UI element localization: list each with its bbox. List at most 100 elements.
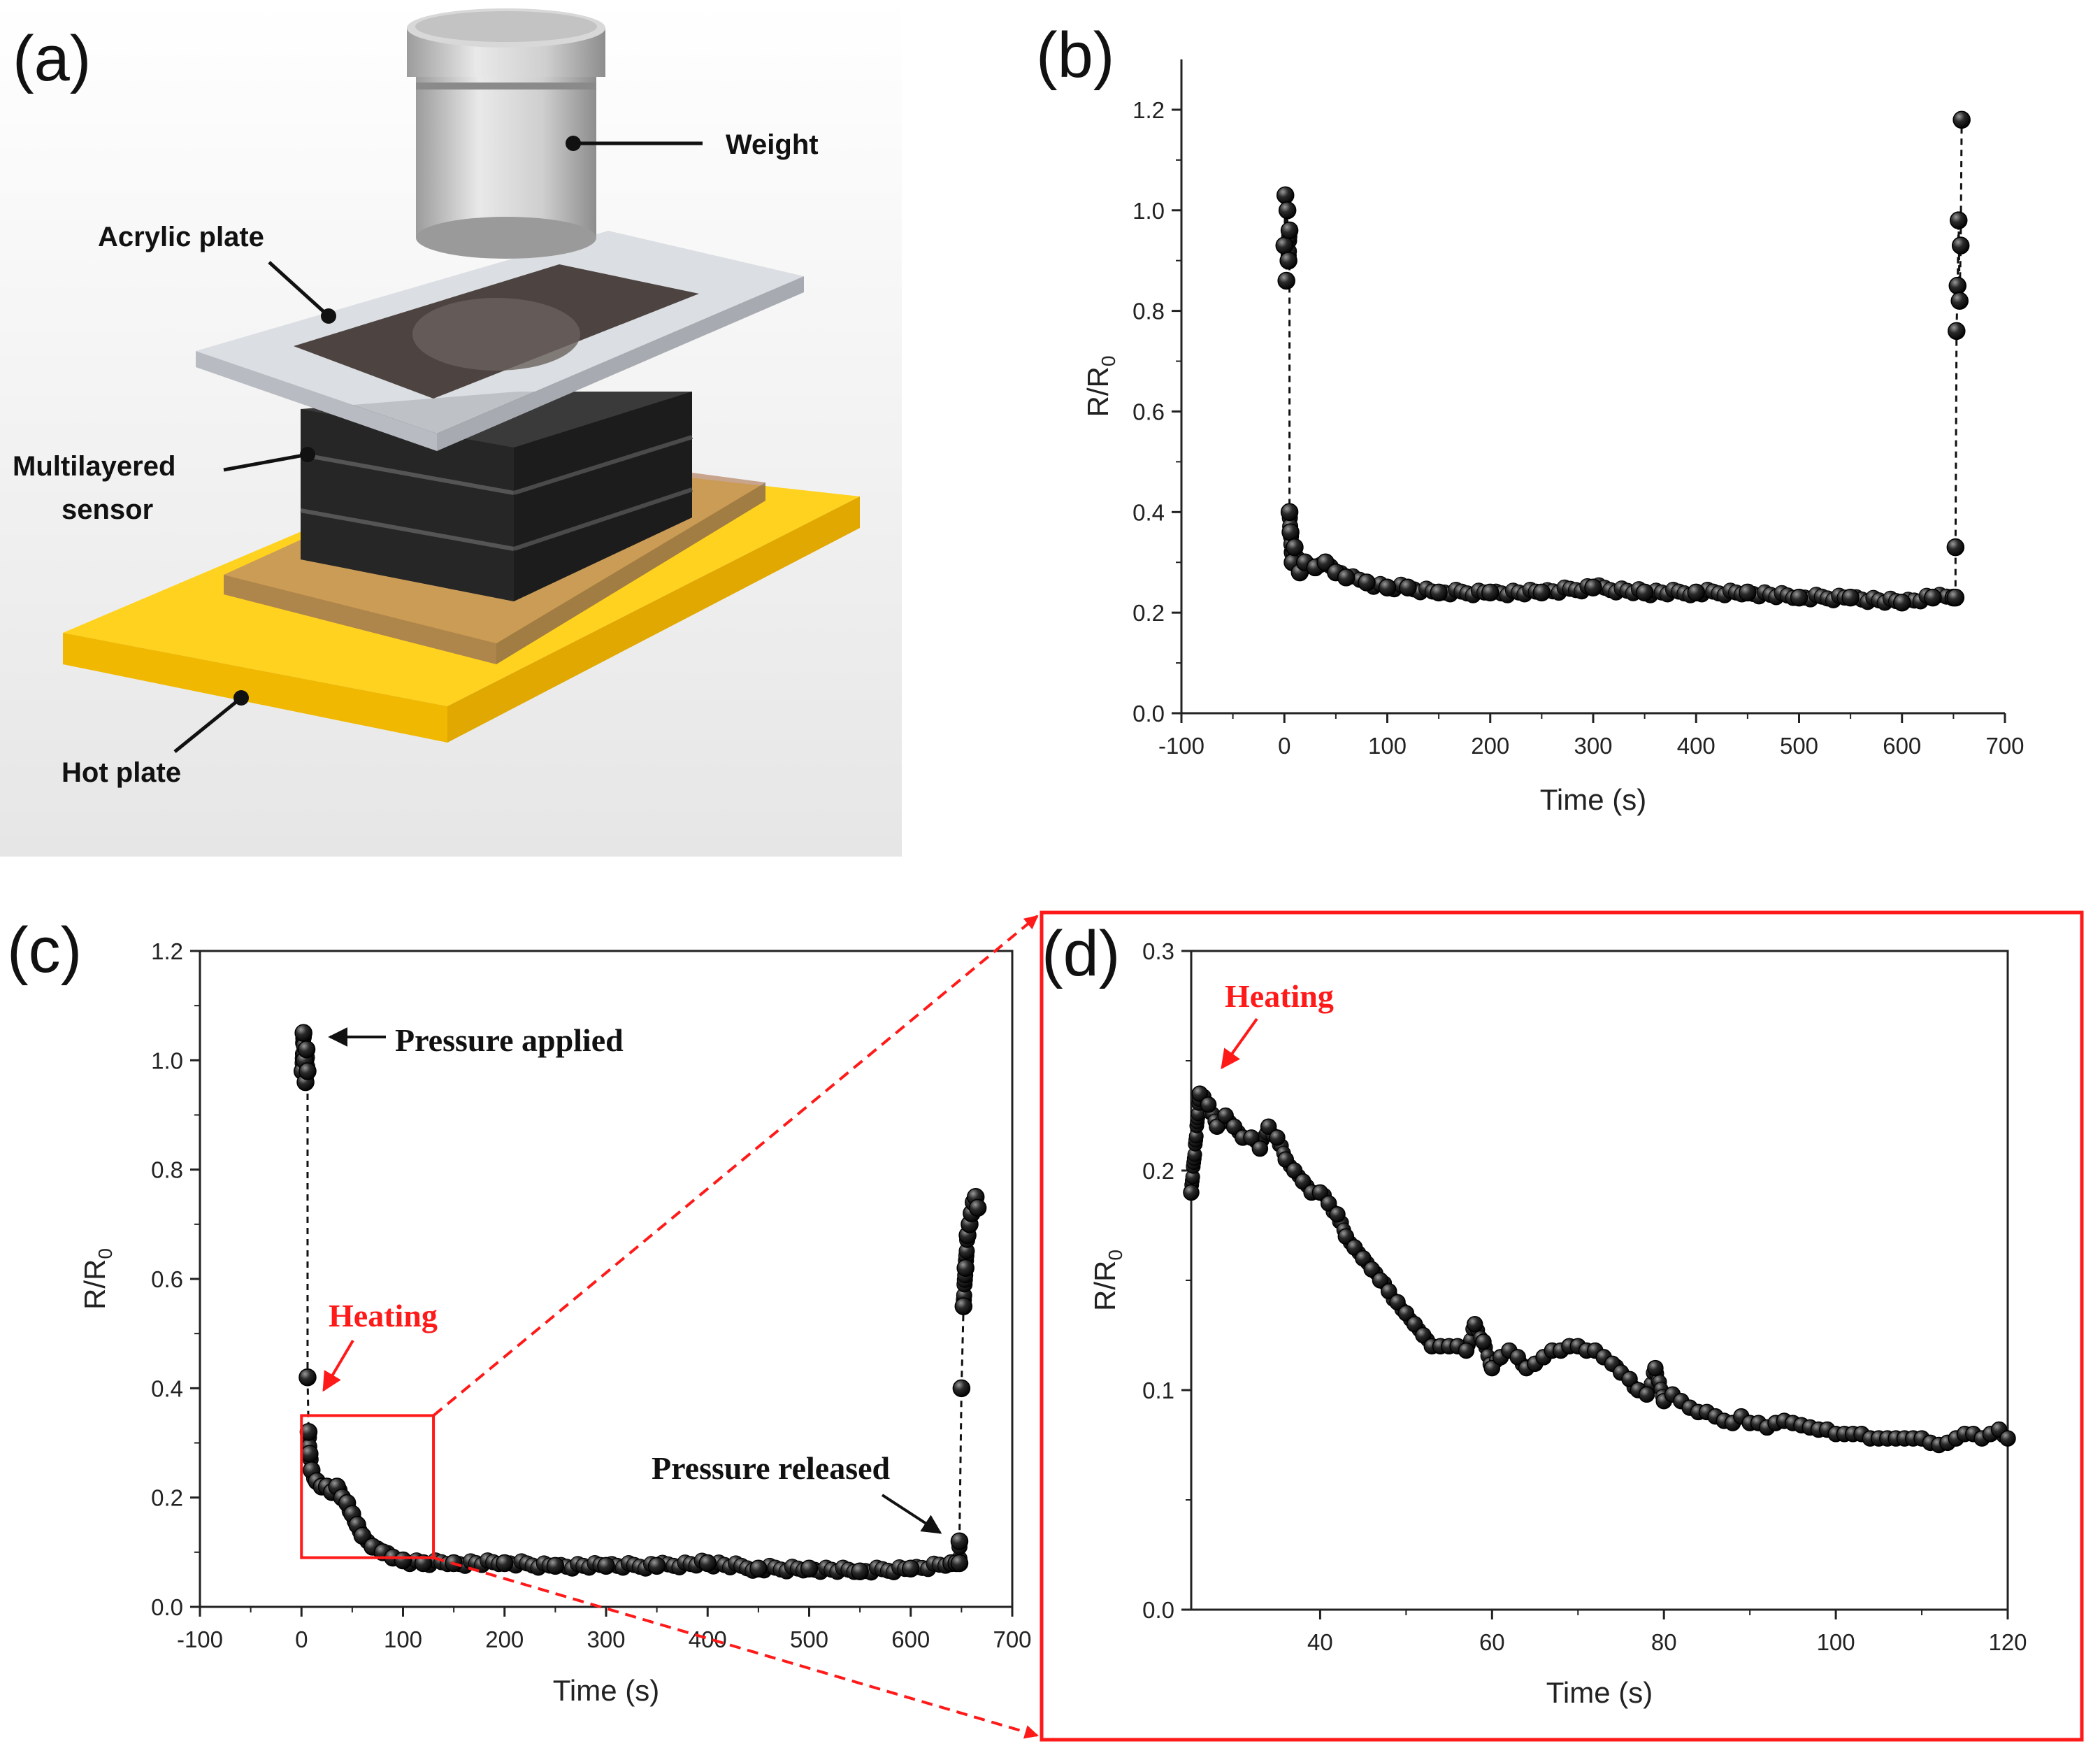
data-point [1320, 1195, 1337, 1212]
y-tick-label: 0.0 [1142, 1597, 1174, 1623]
x-tick-label: 300 [587, 1626, 625, 1652]
axes-d: 40 60 80 100 120 0.0 0.1 0.2 0.3 [1142, 938, 2027, 1655]
y-tick-label: 1.0 [1132, 198, 1165, 224]
data-point [1687, 583, 1705, 602]
x-tick-label: 200 [485, 1626, 524, 1652]
jump-connector [1959, 120, 1963, 246]
y-tick-label: 0.6 [1132, 399, 1165, 424]
zoom-connector-bottom [433, 1556, 1039, 1739]
jump-connector [1958, 245, 1962, 301]
data-point [1948, 276, 1967, 295]
chart-c: -100 0 100 200 300 400 500 600 700 0.0 0.2 0.4 0.6 0.… [78, 938, 1032, 1707]
data-point [1280, 221, 1299, 240]
data-point [1295, 1173, 1311, 1190]
y-tick-label: 0.4 [1132, 499, 1165, 525]
hot-plate-label: Hot plate [62, 757, 181, 788]
pressure-released-label: Pressure released [652, 1450, 891, 1486]
y-tick-label: 1.0 [151, 1047, 183, 1073]
data-point [597, 1557, 615, 1575]
heating-label-c: Heating [329, 1298, 438, 1333]
data-point [1277, 1151, 1294, 1168]
x-tick-label: 0 [295, 1626, 308, 1652]
jump-connector [958, 1388, 963, 1542]
data-point [1635, 583, 1654, 602]
data-point [1483, 1359, 1501, 1377]
plot-frame [1190, 950, 2009, 1611]
data-point [1841, 588, 1860, 607]
data-point [1225, 1118, 1243, 1135]
data-point [1952, 110, 1971, 129]
acrylic-plate-label: Acrylic plate [98, 222, 264, 252]
data-point [1281, 523, 1300, 541]
data-point [1286, 538, 1304, 557]
data-point [1260, 1118, 1277, 1135]
heating-label-d: Heating [1225, 978, 1334, 1014]
x-tick-label: -100 [1158, 733, 1204, 759]
data-point [1739, 583, 1757, 602]
data-point [546, 1557, 565, 1575]
data-point [1399, 578, 1417, 596]
y-tick-label: 0.0 [1132, 701, 1165, 727]
zoom-connectors [432, 915, 1039, 1739]
sensor-label-line1: Multilayered [13, 451, 175, 482]
data-point [902, 1559, 920, 1578]
data-point [749, 1559, 768, 1578]
data-point [1280, 503, 1299, 522]
axes-c: -100 0 100 200 300 400 500 600 700 0.0 0.2 0.4 0.6 0.… [151, 938, 1031, 1652]
weight [407, 8, 605, 259]
data-point [1311, 1184, 1329, 1201]
panel-b-letter: (b) [1036, 20, 1114, 91]
x-tick-label: 600 [1883, 733, 1921, 759]
x-tick-label: 60 [1479, 1629, 1505, 1655]
data-point [1946, 538, 1965, 557]
data-point [1355, 1250, 1372, 1267]
y-tick-label: 0.3 [1142, 938, 1174, 964]
data-point [1481, 583, 1500, 602]
zoom-frame [1040, 910, 2084, 1742]
data-point [1363, 1261, 1380, 1278]
y-tick-label: 1.2 [1132, 97, 1165, 123]
zoom-region-box [300, 1414, 436, 1559]
data-point [1200, 1096, 1217, 1113]
data-point [1621, 1371, 1638, 1388]
data-point [1278, 201, 1297, 220]
y-tick-label: 0.0 [151, 1594, 183, 1620]
data-point [1638, 1386, 1655, 1403]
data-point [1243, 1129, 1260, 1146]
data-point [294, 1024, 312, 1042]
data-point [1183, 1184, 1200, 1201]
data-point [1951, 236, 1970, 255]
data-point [1275, 236, 1293, 255]
y-tick-label: 0.8 [151, 1157, 183, 1183]
x-tick-label: 300 [1574, 733, 1612, 759]
data-point [1532, 583, 1551, 602]
acrylic-plate [196, 231, 804, 451]
data-point [1948, 322, 1966, 341]
data-point [1337, 1228, 1355, 1245]
y-tick-label: 0.2 [1132, 600, 1165, 626]
data-point [299, 1368, 317, 1387]
data-point [800, 1559, 819, 1578]
schematic-callouts [173, 136, 703, 753]
y-tick-label: 0.6 [151, 1266, 183, 1292]
panel-d-letter: (d) [1042, 918, 1120, 989]
x-axis-label: Time (s) [1540, 783, 1646, 816]
data-point [1466, 1316, 1483, 1333]
data-point [950, 1554, 969, 1573]
x-tick-label: 40 [1307, 1629, 1333, 1655]
y-tick-label: 1.2 [151, 938, 183, 964]
x-tick-label: 200 [1471, 733, 1509, 759]
data-point [1276, 186, 1295, 204]
zoom-connector-top [432, 915, 1039, 1417]
data-point [1397, 1305, 1415, 1322]
x-axis-label: Time (s) [553, 1674, 659, 1707]
y-axis-label: R/R0 [1088, 1250, 1126, 1311]
panel-d: (d) 40 60 80 100 120 0.0 0.1 0.2 0.3 Time (s) R/R0… [1040, 910, 2084, 1742]
data-point [1406, 1316, 1423, 1333]
x-tick-label: 500 [790, 1626, 828, 1652]
panel-a-letter: (a) [13, 23, 91, 94]
data-point [1509, 1349, 1526, 1366]
data-point [1381, 1282, 1397, 1300]
data-point [968, 1199, 987, 1217]
